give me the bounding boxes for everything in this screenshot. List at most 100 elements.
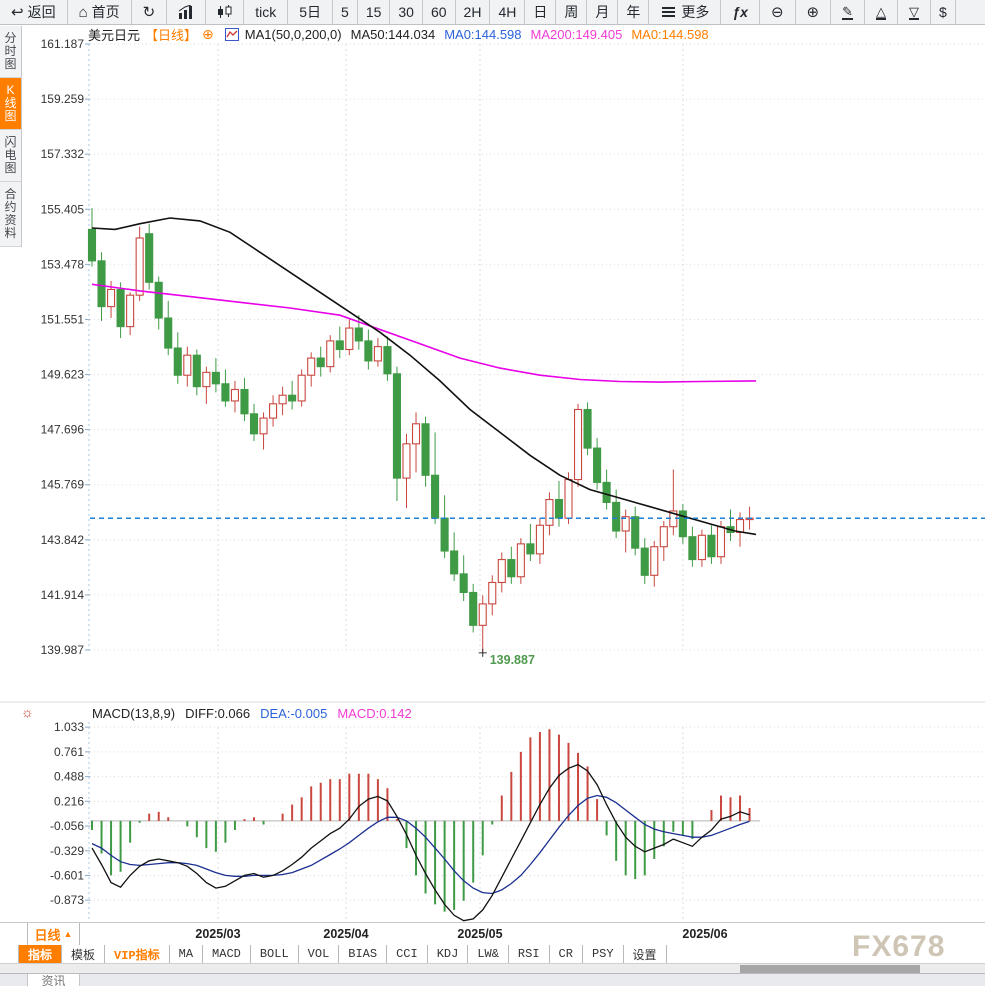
chevron-up-icon: ▲: [63, 929, 73, 939]
indicator-tab-vip-indicator[interactable]: VIP指标: [105, 945, 170, 963]
macd-macd-value: MACD:0.142: [337, 706, 412, 721]
indicator-tab-indicator[interactable]: 指标: [18, 945, 63, 963]
indicator-tab-psy[interactable]: PSY: [583, 945, 624, 963]
toolbar-item-triangle-up[interactable]: △: [865, 0, 898, 24]
toolbar-item-label: 周: [564, 4, 579, 20]
indicator-tab-macd[interactable]: MACD: [203, 945, 251, 963]
toolbar-item-interval-day[interactable]: 日: [525, 0, 557, 24]
svg-text:-0.056: -0.056: [50, 819, 84, 833]
macd-layer: [90, 729, 760, 922]
indicator-tab-template[interactable]: 模板: [62, 945, 106, 963]
indicator-tab-bias[interactable]: BIAS: [339, 945, 388, 963]
sidebar-tab-lightning[interactable]: 闪电图: [0, 130, 21, 182]
toolbar-item-draw[interactable]: ✎: [831, 0, 865, 24]
indicator-tab-bar: 指标 模板 VIP指标 MA MACD BOLL VOL BIAS CCI KDJ LW& RSI CR…: [18, 945, 667, 963]
indicator-tab-vol[interactable]: VOL: [299, 945, 340, 963]
toolbar-item-interval-15[interactable]: 15: [358, 0, 391, 24]
candles-layer: [87, 207, 754, 653]
toolbar-item-label: $: [939, 4, 947, 20]
diff-line: [91, 763, 750, 922]
svg-text:157.332: 157.332: [41, 147, 85, 161]
toolbar-item-interval-2h[interactable]: 2H: [456, 0, 491, 24]
moving-average-layer: [91, 217, 757, 536]
add-indicator-icon[interactable]: ⊕: [202, 26, 214, 42]
indicator-tab-cci[interactable]: CCI: [387, 945, 428, 963]
toolbar-item-label: 2H: [463, 4, 482, 20]
toolbar-item-back[interactable]: ↩ 返回: [0, 0, 68, 24]
toolbar-item-bar-chart[interactable]: [167, 0, 207, 24]
toolbar-item-range-5d[interactable]: 5日: [288, 0, 334, 24]
chart-scrollbar[interactable]: [0, 963, 985, 974]
sidebar-tab-contract-info[interactable]: 合约资料: [0, 182, 21, 247]
toolbar-item-label: 5: [341, 4, 349, 20]
indicator-tab-settings[interactable]: 设置: [624, 945, 667, 963]
toolbar-item-interval-month[interactable]: 月: [587, 0, 619, 24]
candle-chart-icon: [218, 5, 232, 18]
svg-text:147.696: 147.696: [41, 423, 85, 437]
mini-chart-icon[interactable]: [224, 28, 239, 41]
toolbar-item-interval-5[interactable]: 5: [333, 0, 358, 24]
period-tag: 【日线】: [145, 28, 198, 43]
ma0-value-orange: MA0:144.598: [631, 27, 709, 42]
indicator-tab-lw[interactable]: LW&: [468, 945, 509, 963]
toolbar-item-tick[interactable]: tick: [244, 0, 289, 24]
low-price-label: 139.887: [490, 653, 535, 667]
toolbar-item-dollar[interactable]: $: [931, 0, 956, 24]
indicator-tab-cr[interactable]: CR: [550, 945, 583, 963]
x-axis-label: 2025/04: [323, 927, 369, 941]
toolbar-item-label: 5日: [299, 4, 322, 20]
macd-header: MACD(13,8,9) DIFF:0.066 DEA:-0.005 MACD:…: [92, 706, 412, 721]
scrollbar-thumb[interactable]: [740, 965, 920, 973]
toolbar-item-more[interactable]: 更多: [649, 0, 722, 24]
svg-text:-0.329: -0.329: [50, 844, 84, 858]
toolbar-item-interval-year[interactable]: 年: [618, 0, 650, 24]
toolbar-item-interval-60[interactable]: 60: [423, 0, 456, 24]
toolbar-item-triangle-down[interactable]: ▽: [898, 0, 931, 24]
toolbar-item-zoom-in[interactable]: ⊕: [796, 0, 832, 24]
sidebar-tab-time-share[interactable]: 分时图: [0, 26, 21, 78]
svg-text:0.488: 0.488: [54, 770, 84, 784]
toolbar-item-zoom-out[interactable]: ⊖: [760, 0, 796, 24]
toolbar-item-interval-4h[interactable]: 4H: [490, 0, 526, 24]
period-dropdown-button[interactable]: 日线 ▲: [27, 923, 80, 945]
toolbar-item-label: tick: [255, 4, 277, 20]
ma-params: MA1(50,0,200,0): [244, 27, 342, 42]
toolbar: ↩ 返回 ⌂ 首页 ↻ tick 5日 5 15 30 60 2H 4H 日周月年更多 ƒx ⊖ ⊕ ✎ △ ▽ $: [0, 0, 985, 25]
toolbar-item-interval-30[interactable]: 30: [390, 0, 423, 24]
toolbar-item-interval-week[interactable]: 周: [556, 0, 588, 24]
indicator-tab-boll[interactable]: BOLL: [251, 945, 299, 963]
macd-settings-icon[interactable]: ☼: [21, 704, 34, 720]
x-axis-label: 2025/06: [682, 927, 728, 941]
x-axis-strip: 日线 ▲ 2025/03 2025/04 2025/05 2025/06: [0, 922, 985, 946]
axis-labels-layer: 161.187 159.259 157.332 155.405 153.478 151.5…: [41, 37, 85, 907]
svg-text:-0.601: -0.601: [50, 868, 84, 882]
toolbar-item-candle-chart[interactable]: [206, 0, 245, 24]
toolbar-item-label: 月: [595, 4, 610, 20]
zoom-out-icon: ⊖: [770, 3, 784, 21]
symbol-name: 美元日元: [88, 28, 141, 43]
refresh-icon: ↻: [142, 3, 156, 21]
toolbar-item-fx[interactable]: ƒx: [721, 0, 760, 24]
toolbar-item-label: ƒx: [732, 4, 748, 20]
svg-text:141.914: 141.914: [41, 588, 85, 602]
indicator-tab-kdj[interactable]: KDJ: [428, 945, 469, 963]
news-tab[interactable]: 资讯: [27, 974, 80, 986]
svg-text:153.478: 153.478: [41, 257, 85, 271]
pencil-icon: ✎: [842, 3, 853, 20]
toolbar-item-refresh[interactable]: ↻: [132, 0, 168, 24]
indicator-tab-ma[interactable]: MA: [170, 945, 204, 963]
indicator-tab-rsi[interactable]: RSI: [509, 945, 550, 963]
macd-diff-value: DIFF:0.066: [185, 706, 251, 721]
svg-text:155.405: 155.405: [41, 202, 85, 216]
x-axis-label: 2025/03: [195, 927, 241, 941]
period-dropdown-label: 日线: [34, 927, 61, 943]
ma50-value: MA50:144.034: [350, 27, 436, 42]
grid-layer: [90, 43, 985, 920]
toolbar-item-label: 60: [430, 4, 447, 20]
toolbar-item-home[interactable]: ⌂ 首页: [68, 0, 132, 24]
menu-icon: [662, 11, 676, 13]
svg-text:1.033: 1.033: [54, 720, 84, 734]
